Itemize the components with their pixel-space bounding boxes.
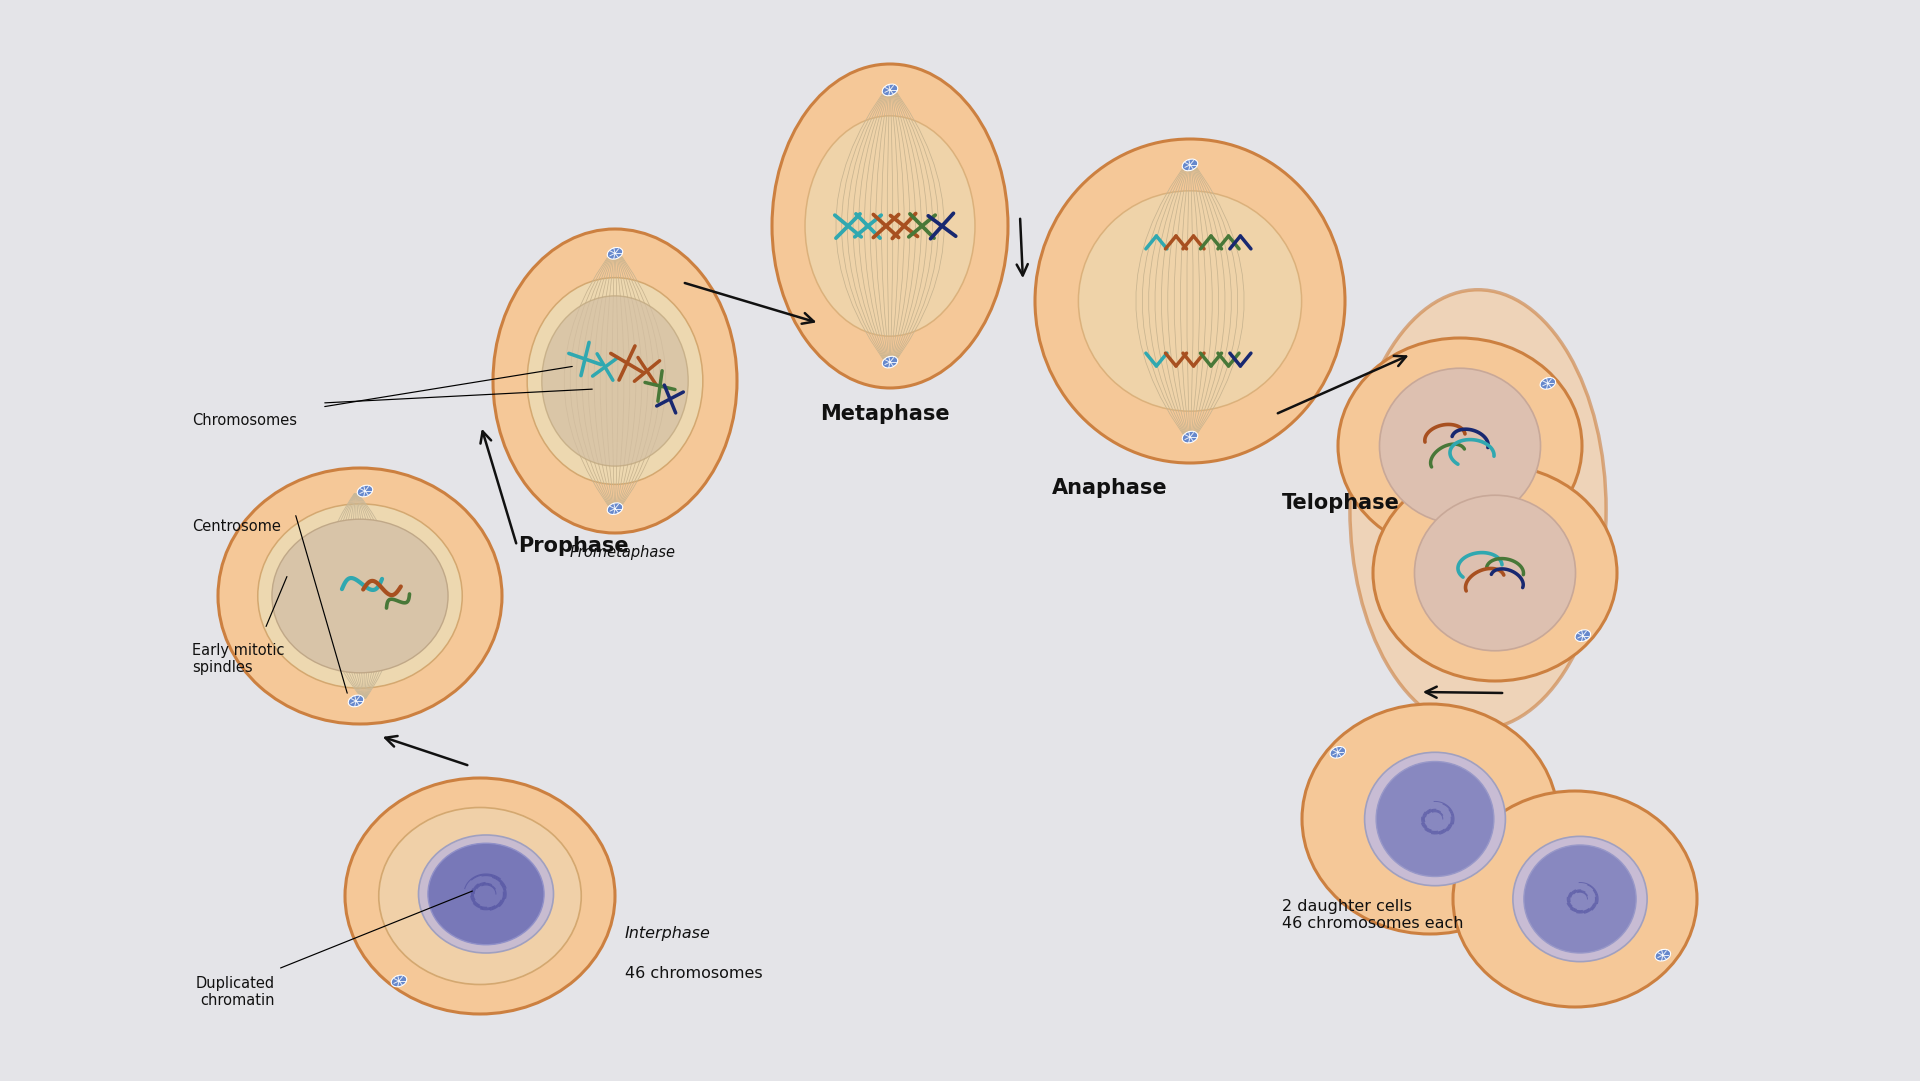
Ellipse shape	[1379, 369, 1540, 524]
Text: Prophase: Prophase	[518, 536, 628, 556]
Text: Chromosomes: Chromosomes	[192, 413, 298, 428]
Ellipse shape	[392, 975, 407, 987]
Ellipse shape	[607, 248, 622, 259]
Ellipse shape	[419, 835, 553, 953]
Ellipse shape	[1302, 704, 1557, 934]
Ellipse shape	[428, 843, 543, 945]
Ellipse shape	[1338, 338, 1582, 553]
Ellipse shape	[273, 519, 447, 672]
Ellipse shape	[883, 84, 899, 96]
Ellipse shape	[346, 778, 614, 1014]
Text: Anaphase: Anaphase	[1052, 478, 1167, 498]
Ellipse shape	[357, 485, 372, 497]
Text: 2 daughter cells
46 chromosomes each: 2 daughter cells 46 chromosomes each	[1283, 899, 1463, 932]
Ellipse shape	[1183, 431, 1198, 443]
Ellipse shape	[493, 229, 737, 533]
Ellipse shape	[1331, 747, 1346, 758]
Ellipse shape	[1035, 139, 1346, 463]
Ellipse shape	[883, 357, 899, 368]
Ellipse shape	[1079, 191, 1302, 411]
Text: Prometaphase: Prometaphase	[570, 545, 676, 560]
Ellipse shape	[772, 64, 1008, 388]
Ellipse shape	[1513, 837, 1647, 962]
Ellipse shape	[1350, 290, 1607, 730]
Text: Duplicated
chromatin: Duplicated chromatin	[196, 976, 275, 1009]
Ellipse shape	[528, 278, 703, 484]
Ellipse shape	[1574, 630, 1590, 641]
Ellipse shape	[1540, 377, 1555, 389]
Text: Metaphase: Metaphase	[820, 404, 950, 424]
Ellipse shape	[257, 504, 463, 689]
Ellipse shape	[1453, 791, 1697, 1007]
Ellipse shape	[378, 808, 582, 985]
Ellipse shape	[1373, 465, 1617, 681]
Text: Telophase: Telophase	[1283, 493, 1400, 513]
Ellipse shape	[541, 296, 687, 466]
Ellipse shape	[804, 116, 975, 336]
Ellipse shape	[607, 503, 622, 515]
Text: 46 chromosomes: 46 chromosomes	[626, 966, 762, 980]
Ellipse shape	[1655, 949, 1670, 961]
Text: Interphase: Interphase	[626, 926, 710, 940]
Ellipse shape	[1183, 159, 1198, 171]
Text: Early mitotic
spindles: Early mitotic spindles	[192, 643, 284, 676]
Ellipse shape	[219, 468, 501, 724]
Ellipse shape	[1377, 761, 1494, 877]
Ellipse shape	[1365, 752, 1505, 885]
Ellipse shape	[348, 695, 363, 707]
Ellipse shape	[1415, 495, 1576, 651]
Ellipse shape	[1524, 845, 1636, 953]
Text: Centrosome: Centrosome	[192, 519, 280, 534]
